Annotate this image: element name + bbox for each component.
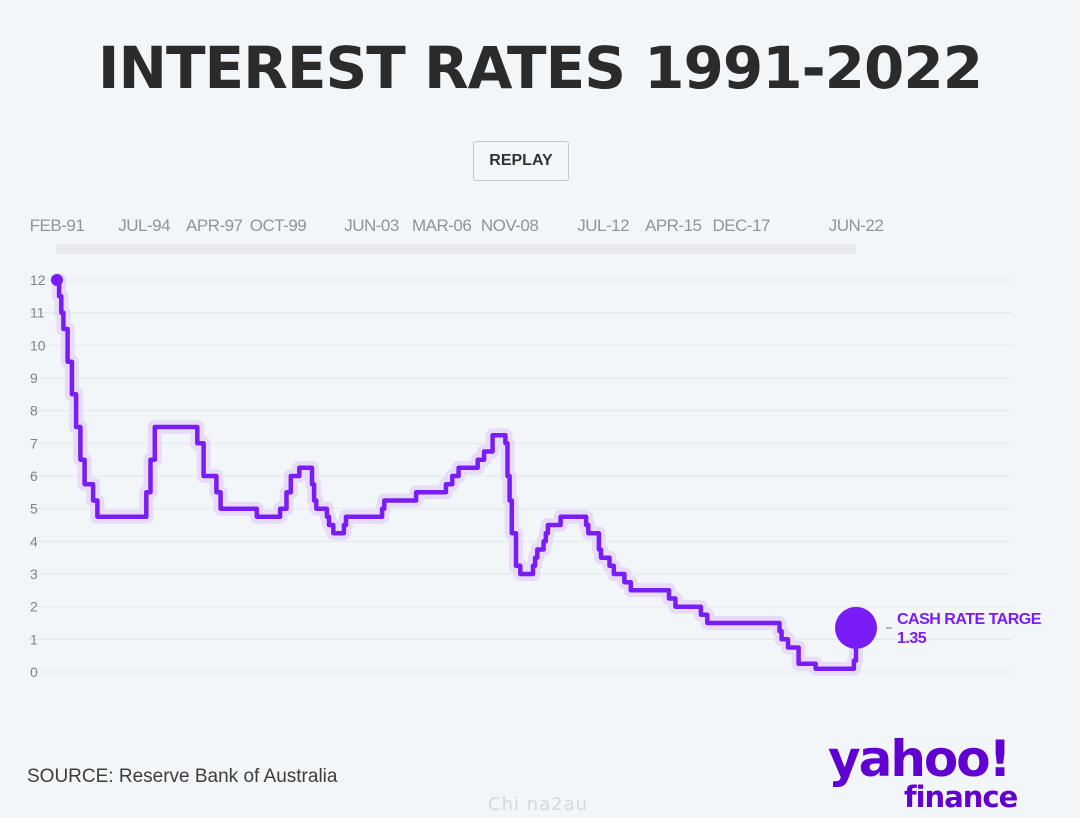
yahoo-finance-logo: yahoo! finance xyxy=(828,731,1028,817)
x-tick-label: JUN-03 xyxy=(344,216,399,235)
x-axis-ticks: FEB-91 JUL-94 APR-97 OCT-99 JUN-03 MAR-06 NOV-… xyxy=(30,216,884,235)
y-tick-label: 9 xyxy=(30,370,38,386)
series-line xyxy=(54,277,859,671)
y-tick-label: 5 xyxy=(30,501,38,517)
x-tick-label: APR-97 xyxy=(186,216,243,235)
watermark: Chi na2au xyxy=(488,794,589,815)
y-tick-label: 10 xyxy=(30,337,46,353)
timeline-scrubber-track[interactable] xyxy=(56,244,856,254)
logo-finance-text: finance xyxy=(904,780,1018,814)
x-tick-label: MAR-06 xyxy=(412,216,471,235)
y-tick-label: 11 xyxy=(30,305,45,321)
x-tick-label: DEC-17 xyxy=(713,216,771,235)
y-tick-label: 0 xyxy=(30,664,38,680)
y-tick-label: 2 xyxy=(30,599,38,615)
x-tick-label: JUN-22 xyxy=(829,216,884,235)
y-tick-label: 1 xyxy=(30,631,38,647)
y-tick-label: 3 xyxy=(30,566,38,582)
annotation-value: 1.35 xyxy=(897,630,927,647)
end-point-marker xyxy=(835,606,877,649)
x-tick-label: OCT-99 xyxy=(250,216,307,235)
x-tick-label: FEB-91 xyxy=(30,216,85,235)
y-tick-label: 7 xyxy=(30,435,38,451)
start-point xyxy=(51,274,63,286)
x-tick-label: JUL-12 xyxy=(577,216,629,235)
y-tick-label: 12 xyxy=(30,272,46,288)
annotation-label: CASH RATE TARGE xyxy=(897,611,1042,628)
x-tick-label: NOV-08 xyxy=(481,216,539,235)
logo-yahoo-text: yahoo! xyxy=(828,730,1011,788)
series-layer xyxy=(50,273,892,676)
annotation-layer: CASH RATE TARGE 1.35 xyxy=(897,611,1042,647)
source-note: SOURCE: Reserve Bank of Australia xyxy=(27,766,338,787)
y-tick-label: 6 xyxy=(30,468,38,484)
y-tick-label: 4 xyxy=(30,533,38,549)
y-tick-label: 8 xyxy=(30,403,38,419)
x-tick-label: JUL-94 xyxy=(118,216,170,235)
x-tick-label: APR-15 xyxy=(645,216,702,235)
chart-title: INTEREST RATES 1991-2022 xyxy=(97,34,983,102)
replay-button[interactable]: REPLAY xyxy=(473,141,569,181)
